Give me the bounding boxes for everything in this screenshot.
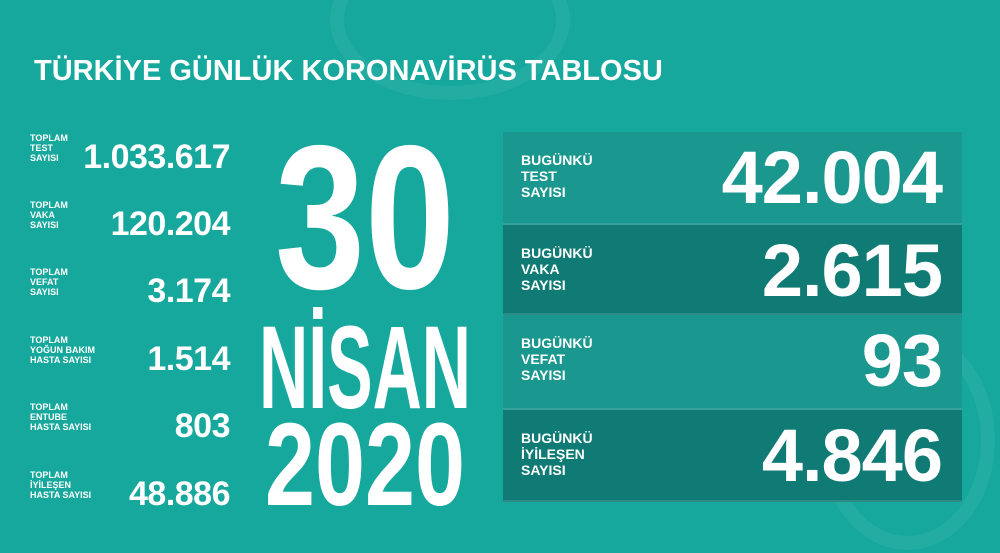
today-label-line: VEFAT	[521, 351, 566, 367]
today-label-line: BUGÜNKÜ	[521, 430, 593, 446]
total-value: 3.174	[147, 272, 230, 310]
today-row: BUGÜNKÜ İYİLEŞEN SAYISI 4.846	[503, 410, 962, 502]
today-row: BUGÜNKÜ TEST SAYISI 42.004	[503, 132, 962, 225]
total-label-line: VEFAT	[30, 277, 59, 287]
total-row: TOPLAM VAKA SAYISI 120.204	[30, 200, 231, 250]
total-value: 120.204	[110, 205, 231, 243]
total-label: TOPLAM YOĞUN BAKIM HASTA SAYISI	[30, 335, 95, 365]
total-label-line: TOPLAM	[30, 335, 68, 345]
total-row: TOPLAM YOĞUN BAKIM HASTA SAYISI 1.514	[30, 335, 230, 385]
total-label-line: TOPLAM	[30, 133, 68, 143]
total-value: 803	[174, 407, 231, 445]
total-label: TOPLAM İYİLEŞEN HASTA SAYISI	[30, 470, 91, 500]
total-row: TOPLAM TEST SAYISI 1.033.617	[30, 133, 230, 183]
today-label: BUGÜNKÜ İYİLEŞEN SAYISI	[521, 430, 593, 478]
today-label: BUGÜNKÜ VEFAT SAYISI	[521, 335, 593, 383]
total-label-line: HASTA SAYISI	[30, 355, 92, 365]
today-label-line: SAYISI	[521, 277, 566, 293]
total-label-line: HASTA SAYISI	[30, 490, 92, 500]
today-label-line: VAKA	[521, 261, 560, 277]
total-row: TOPLAM VEFAT SAYISI 3.174	[30, 267, 230, 317]
date-block: 30 NİSAN 2020	[259, 120, 471, 520]
total-label-line: İYİLEŞEN	[30, 480, 72, 490]
total-label: TOPLAM VEFAT SAYISI	[30, 267, 68, 297]
today-label-line: İYİLEŞEN	[521, 446, 585, 462]
date-month: NİSAN	[259, 302, 471, 434]
today-label-line: SAYISI	[521, 367, 566, 383]
today-label-line: BUGÜNKÜ	[521, 335, 593, 351]
total-label: TOPLAM TEST SAYISI	[30, 133, 68, 163]
total-label-line: HASTA SAYISI	[30, 422, 92, 432]
total-label-line: SAYISI	[30, 287, 59, 297]
total-row: TOPLAM ENTUBE HASTA SAYISI 803	[30, 402, 231, 452]
total-label-line: TOPLAM	[30, 267, 68, 277]
today-label-line: SAYISI	[521, 184, 566, 200]
total-label-line: YOĞUN BAKIM	[30, 345, 95, 355]
total-label-line: TEST	[30, 143, 54, 153]
today-label-line: BUGÜNKÜ	[521, 152, 593, 168]
total-label-line: SAYISI	[30, 220, 59, 230]
total-value: 48.886	[129, 475, 231, 513]
total-row: TOPLAM İYİLEŞEN HASTA SAYISI 48.886	[30, 470, 231, 520]
today-label-line: TEST	[521, 168, 557, 184]
today-row: BUGÜNKÜ VEFAT SAYISI 93	[503, 315, 962, 410]
total-label-line: TOPLAM	[30, 402, 68, 412]
total-value: 1.033.617	[83, 138, 230, 176]
today-label-line: SAYISI	[521, 462, 566, 478]
page-title: TÜRKİYE GÜNLÜK KORONAVİRÜS TABLOSU	[34, 55, 663, 87]
total-label-line: ENTUBE	[30, 412, 68, 422]
total-label-line: TOPLAM	[30, 470, 68, 480]
today-row: BUGÜNKÜ VAKA SAYISI 2.615	[503, 225, 962, 315]
total-label: TOPLAM VAKA SAYISI	[30, 200, 68, 230]
total-label-line: VAKA	[30, 210, 55, 220]
today-label-line: BUGÜNKÜ	[521, 245, 593, 261]
total-value: 1.514	[147, 340, 230, 378]
total-label: TOPLAM ENTUBE HASTA SAYISI	[30, 402, 91, 432]
today-value: 93	[861, 319, 943, 402]
total-label-line: TOPLAM	[30, 200, 68, 210]
today-label: BUGÜNKÜ VAKA SAYISI	[521, 245, 593, 293]
total-label-line: SAYISI	[30, 153, 59, 163]
today-value: 4.846	[761, 414, 943, 497]
today-label: BUGÜNKÜ TEST SAYISI	[521, 152, 593, 200]
today-value: 2.615	[761, 229, 943, 312]
today-value: 42.004	[721, 136, 943, 219]
date-day: 30	[275, 120, 455, 332]
date-year: 2020	[265, 399, 465, 520]
